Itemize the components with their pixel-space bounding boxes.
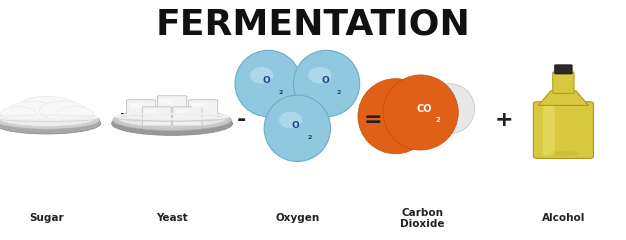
Text: Alcohol: Alcohol bbox=[541, 213, 585, 223]
Ellipse shape bbox=[39, 101, 85, 119]
Text: +: + bbox=[495, 110, 513, 130]
Text: -: - bbox=[237, 110, 245, 130]
FancyBboxPatch shape bbox=[543, 106, 555, 155]
Ellipse shape bbox=[16, 96, 78, 120]
FancyBboxPatch shape bbox=[173, 107, 202, 126]
Ellipse shape bbox=[0, 111, 100, 129]
Ellipse shape bbox=[250, 67, 273, 84]
Text: 2: 2 bbox=[308, 135, 312, 140]
Ellipse shape bbox=[57, 107, 93, 120]
Ellipse shape bbox=[0, 113, 101, 134]
Ellipse shape bbox=[235, 50, 301, 117]
Text: Oxygen: Oxygen bbox=[275, 213, 319, 223]
Text: O: O bbox=[292, 121, 300, 130]
Text: Yeast: Yeast bbox=[156, 213, 188, 223]
Text: =: = bbox=[363, 110, 382, 130]
FancyBboxPatch shape bbox=[126, 100, 156, 119]
FancyBboxPatch shape bbox=[161, 99, 172, 104]
FancyBboxPatch shape bbox=[533, 102, 593, 158]
Ellipse shape bbox=[424, 84, 475, 134]
Ellipse shape bbox=[294, 50, 360, 117]
FancyBboxPatch shape bbox=[158, 96, 187, 115]
Polygon shape bbox=[538, 91, 588, 105]
Ellipse shape bbox=[0, 111, 95, 126]
Ellipse shape bbox=[358, 79, 433, 154]
FancyBboxPatch shape bbox=[188, 100, 218, 119]
Ellipse shape bbox=[113, 110, 232, 130]
Text: +: + bbox=[113, 110, 131, 130]
Text: CO: CO bbox=[417, 104, 432, 114]
Text: O: O bbox=[321, 76, 329, 85]
Text: Carbon
Dioxide: Carbon Dioxide bbox=[400, 208, 445, 229]
Ellipse shape bbox=[1, 107, 37, 120]
FancyBboxPatch shape bbox=[192, 103, 203, 108]
Ellipse shape bbox=[264, 95, 331, 162]
Ellipse shape bbox=[118, 110, 226, 127]
FancyBboxPatch shape bbox=[130, 103, 141, 108]
Ellipse shape bbox=[279, 112, 302, 128]
FancyBboxPatch shape bbox=[553, 72, 574, 93]
FancyBboxPatch shape bbox=[555, 65, 572, 74]
Text: FERMENTATION: FERMENTATION bbox=[156, 7, 470, 41]
Ellipse shape bbox=[8, 101, 54, 119]
Text: Sugar: Sugar bbox=[29, 213, 64, 223]
FancyBboxPatch shape bbox=[176, 110, 187, 115]
Ellipse shape bbox=[308, 67, 332, 84]
FancyBboxPatch shape bbox=[142, 107, 172, 126]
Text: 2: 2 bbox=[279, 90, 283, 95]
Text: 2: 2 bbox=[337, 90, 341, 95]
Ellipse shape bbox=[111, 112, 233, 135]
Ellipse shape bbox=[383, 75, 458, 150]
FancyBboxPatch shape bbox=[145, 110, 157, 115]
Text: O: O bbox=[263, 76, 270, 85]
Text: 2: 2 bbox=[436, 117, 441, 123]
Ellipse shape bbox=[548, 151, 578, 156]
